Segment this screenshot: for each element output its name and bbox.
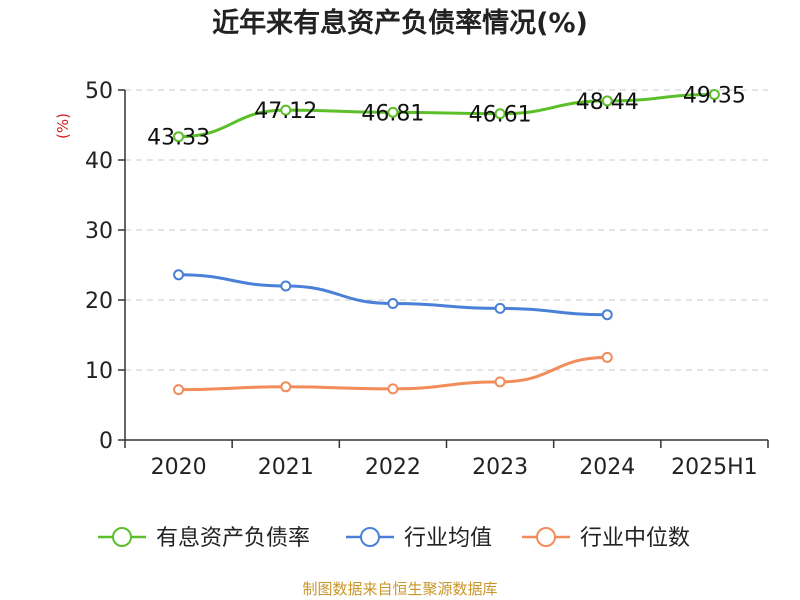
y-axis-unit: (%) bbox=[54, 113, 72, 139]
axes: 0 10 20 30 40 50 2020 2021 2022 2023 2024 2025H1 bbox=[85, 79, 769, 480]
y-tick-label: 10 bbox=[85, 359, 113, 384]
data-label: 49.35 bbox=[683, 84, 746, 109]
legend-marker bbox=[360, 527, 380, 547]
legend-label: 行业中位数 bbox=[580, 526, 690, 551]
data-point bbox=[601, 95, 613, 107]
x-tick-label: 2025H1 bbox=[671, 455, 758, 480]
x-tick-label: 2020 bbox=[151, 455, 207, 480]
legend-item[interactable]: 行业中位数 bbox=[522, 526, 690, 551]
data-label: 48.44 bbox=[576, 90, 639, 115]
data-point bbox=[494, 376, 506, 388]
legend-label: 行业均值 bbox=[404, 526, 492, 551]
data-point bbox=[494, 302, 506, 314]
data-point bbox=[280, 280, 292, 292]
data-point bbox=[173, 131, 185, 143]
legend-label: 有息资产负债率 bbox=[156, 526, 310, 551]
data-point bbox=[173, 384, 185, 396]
y-tick-label: 0 bbox=[99, 429, 113, 454]
series-lines bbox=[178, 93, 715, 392]
chart-title: 近年来有息资产负债率情况(%) bbox=[212, 7, 588, 39]
x-tick-label: 2021 bbox=[258, 455, 314, 480]
x-tick-label: 2022 bbox=[365, 455, 421, 480]
x-tick-label: 2024 bbox=[579, 455, 635, 480]
data-point bbox=[173, 269, 185, 281]
data-point bbox=[601, 309, 613, 321]
y-tick-label: 20 bbox=[85, 289, 113, 314]
data-point bbox=[280, 381, 292, 393]
legend-marker bbox=[112, 527, 132, 547]
grid-lines bbox=[125, 89, 768, 371]
x-tick-label: 2023 bbox=[472, 455, 528, 480]
data-point bbox=[601, 351, 613, 363]
data-label: 43.33 bbox=[147, 126, 210, 151]
series-line bbox=[178, 93, 715, 139]
legend-item[interactable]: 有息资产负债率 bbox=[98, 526, 310, 551]
data-point bbox=[387, 298, 399, 309]
data-point bbox=[708, 89, 720, 101]
data-label: 47.12 bbox=[254, 99, 317, 124]
data-label: 46.61 bbox=[469, 103, 532, 128]
data-point bbox=[280, 104, 292, 116]
data-labels: 43.33 47.12 46.81 46.61 48.44 49.35 bbox=[147, 84, 746, 151]
legend-item[interactable]: 行业均值 bbox=[346, 526, 492, 551]
series-points bbox=[173, 89, 720, 396]
data-point bbox=[387, 106, 399, 118]
legend[interactable]: 有息资产负债率 行业均值 行业中位数 bbox=[98, 526, 690, 551]
y-tick-label: 50 bbox=[85, 79, 113, 104]
data-point bbox=[387, 383, 399, 395]
legend-marker bbox=[536, 527, 556, 547]
source-note: 制图数据来自恒生聚源数据库 bbox=[302, 580, 497, 598]
data-point bbox=[494, 108, 506, 120]
data-label: 46.81 bbox=[361, 101, 424, 126]
y-tick-label: 40 bbox=[85, 149, 113, 174]
y-tick-label: 30 bbox=[85, 219, 113, 244]
